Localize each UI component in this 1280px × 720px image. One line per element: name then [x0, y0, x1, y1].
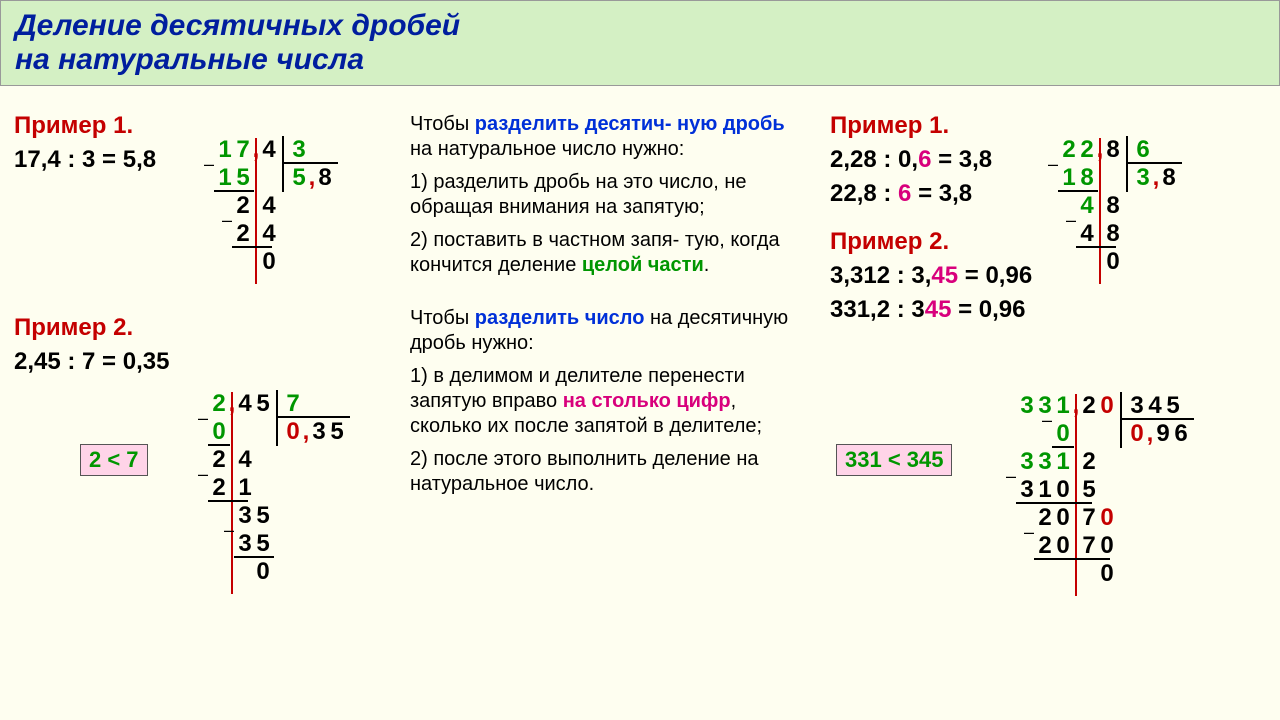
r-ex1-header: Пример 1. — [830, 112, 1270, 140]
compare-text-left: 2 < 7 — [89, 447, 139, 472]
t: целой части — [582, 254, 704, 276]
t: = 0,96 — [951, 296, 1025, 323]
r-ex2-header: Пример 2. — [830, 228, 1270, 256]
ex1-header: Пример 1. — [14, 112, 394, 140]
rule1-p2: 2) поставить в частном запя- тую, когда … — [410, 228, 810, 278]
t: разделить число — [475, 307, 645, 329]
compare-box-right: 331 < 345 — [836, 444, 952, 476]
t: = 3,8 — [911, 180, 972, 207]
r-ex1-eq2: 22,8 : 6 = 3,8 — [830, 180, 1270, 208]
t: Чтобы — [410, 113, 475, 135]
ex2-header: Пример 2. — [14, 314, 394, 342]
t: 331,2 : 3 — [830, 296, 925, 323]
t: на столько цифр — [563, 390, 731, 412]
t: . — [704, 254, 710, 276]
t: 3,312 : 3, — [830, 262, 931, 289]
rule2-p1: 1) в делимом и делителе перенести запяту… — [410, 364, 810, 439]
t: разделить десятич- ную дробь — [475, 113, 785, 135]
t: 6 — [898, 180, 911, 207]
compare-box-left: 2 < 7 — [80, 444, 148, 476]
column-right: Пример 1. 2,28 : 0,6 = 3,8 22,8 : 6 = 3,… — [830, 112, 1270, 330]
t: 6 — [918, 146, 931, 173]
column-middle: Чтобы разделить десятич- ную дробь на на… — [410, 112, 810, 505]
rule1-p1: 1) разделить дробь на это число, не обра… — [410, 170, 810, 220]
r-ex2-eq1: 3,312 : 3,45 = 0,96 — [830, 262, 1270, 290]
column-left: Пример 1. 17,4 : 3 = 5,8 Пример 2. 2,45 … — [14, 112, 394, 382]
t: на натуральное число нужно: — [410, 138, 684, 160]
compare-text-right: 331 < 345 — [845, 447, 943, 472]
rule2-p2: 2) после этого выполнить деление на нату… — [410, 447, 810, 497]
rule1-intro: Чтобы разделить десятич- ную дробь на на… — [410, 112, 810, 162]
title-line-1: Деление десятичных дробей — [15, 9, 1265, 43]
rule2-intro: Чтобы разделить число на десятичную дроб… — [410, 306, 810, 356]
title-line-2: на натуральные числа — [15, 43, 1265, 77]
title-block: Деление десятичных дробей на натуральные… — [0, 0, 1280, 86]
t: = 3,8 — [931, 146, 992, 173]
t: 22,8 : — [830, 180, 898, 207]
t: = 0,96 — [958, 262, 1032, 289]
t: 2,28 : 0, — [830, 146, 918, 173]
r-ex2-eq2: 331,2 : 345 = 0,96 — [830, 296, 1270, 324]
ex2-equation: 2,45 : 7 = 0,35 — [14, 348, 394, 376]
t: 45 — [931, 262, 958, 289]
t: 45 — [925, 296, 952, 323]
t: Чтобы — [410, 307, 475, 329]
